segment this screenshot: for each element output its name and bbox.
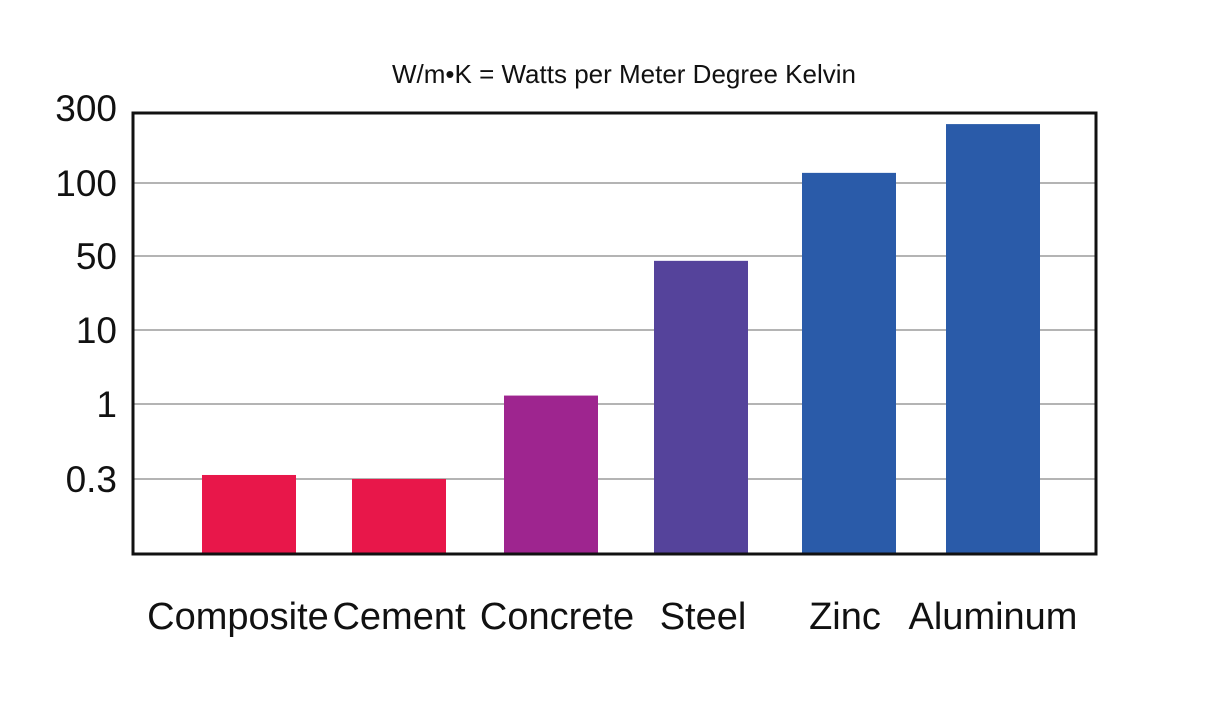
bar-cement xyxy=(352,479,446,554)
bars xyxy=(202,124,1040,554)
y-tick-label: 50 xyxy=(76,236,117,277)
gridlines xyxy=(133,182,1096,480)
bar-concrete xyxy=(504,395,598,554)
chart-title: W/m•K = Watts per Meter Degree Kelvin xyxy=(392,59,856,89)
x-axis-tick-labels: Composite Cement Concrete Steel Zinc Aluminum xyxy=(147,596,1077,638)
y-tick-label: 10 xyxy=(76,310,117,351)
bar-zinc xyxy=(802,172,896,554)
x-tick-label: Aluminum xyxy=(909,596,1078,638)
y-tick-label: 0.3 xyxy=(66,459,117,500)
x-tick-label: Cement xyxy=(332,596,465,638)
plot-frame xyxy=(131,111,1098,556)
bar-composite xyxy=(202,474,296,554)
x-tick-label: Zinc xyxy=(809,596,881,638)
x-tick-label: Composite xyxy=(147,596,329,638)
y-tick-label: 100 xyxy=(55,163,117,204)
x-tick-label: Concrete xyxy=(480,596,634,638)
bar-aluminum xyxy=(946,124,1040,554)
y-tick-label: 300 xyxy=(55,88,117,129)
y-axis-tick-labels: 0.3 1 10 50 100 300 xyxy=(55,88,117,500)
y-tick-label: 1 xyxy=(96,384,117,425)
bar-steel xyxy=(654,260,748,554)
x-tick-label: Steel xyxy=(660,596,747,638)
